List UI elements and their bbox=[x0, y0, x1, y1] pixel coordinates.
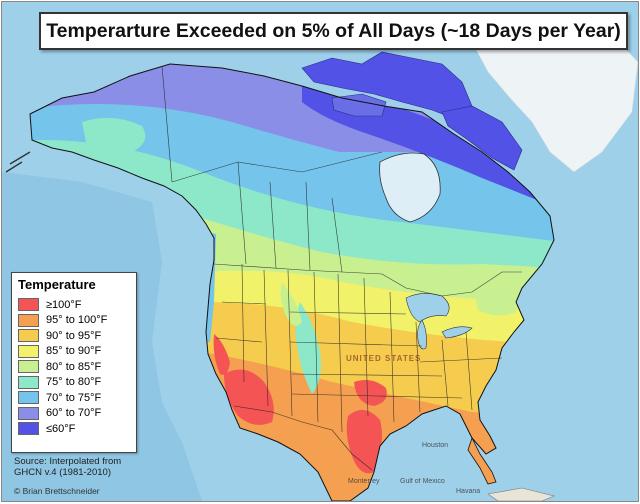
legend-label: 80° to 85°F bbox=[46, 360, 102, 373]
legend-item: 75° to 80°F bbox=[18, 375, 107, 391]
baffin-island bbox=[441, 105, 523, 171]
us-states-central bbox=[289, 273, 463, 433]
map-title: Temperarture Exceeded on 5% of All Days … bbox=[39, 12, 628, 50]
legend-swatch bbox=[18, 406, 39, 420]
legend-swatch bbox=[18, 391, 39, 405]
lake-erie bbox=[441, 326, 473, 339]
boundaries bbox=[161, 65, 522, 471]
legend: Temperature ≥100°F 95° to 100°F 90° to 95°… bbox=[11, 272, 137, 453]
hot-california bbox=[213, 334, 230, 375]
legend-item: 95° to 100°F bbox=[18, 313, 107, 329]
place-label-havana: Havana bbox=[456, 488, 481, 495]
florida bbox=[467, 436, 497, 485]
country-label-usa: UNITED STATES bbox=[346, 354, 422, 363]
legend-swatch bbox=[18, 329, 39, 343]
rockies-cool bbox=[295, 302, 321, 394]
us-mexico-border bbox=[233, 405, 373, 471]
legend-label: ≤60°F bbox=[46, 422, 76, 435]
legend-label: 85° to 90°F bbox=[46, 345, 102, 358]
rockies-cool-2 bbox=[280, 282, 302, 326]
canada-provinces bbox=[171, 151, 383, 273]
legend-swatch bbox=[18, 375, 39, 389]
source-line-2: GHCN v.4 (1981-2010) bbox=[14, 467, 111, 478]
lake-michigan bbox=[417, 319, 427, 350]
legend-item: 80° to 85°F bbox=[18, 359, 107, 375]
legend-swatch bbox=[18, 344, 39, 358]
legend-item: 60° to 70°F bbox=[18, 406, 107, 422]
alaska-interior bbox=[82, 117, 146, 152]
credit: © Brian Brettschneider bbox=[14, 486, 100, 496]
hot-southwest bbox=[224, 369, 274, 425]
legend-label: 60° to 70°F bbox=[46, 407, 102, 420]
legend-swatch bbox=[18, 360, 39, 374]
us-states-east bbox=[389, 291, 503, 423]
coastline bbox=[29, 63, 555, 501]
northeast-mild bbox=[472, 278, 522, 316]
legend-item: 70° to 75°F bbox=[18, 390, 107, 406]
legend-item: ≤60°F bbox=[18, 421, 107, 437]
legend-label: 90° to 95°F bbox=[46, 329, 102, 342]
legend-swatch bbox=[18, 298, 39, 312]
source-note: Source: Interpolated from GHCN v.4 (1981… bbox=[14, 456, 144, 478]
legend-label: 95° to 100°F bbox=[46, 314, 108, 327]
place-label-houston: Houston bbox=[422, 442, 449, 449]
legend-items: ≥100°F 95° to 100°F 90° to 95°F 85° to 90°F… bbox=[18, 297, 107, 437]
alaska-border bbox=[161, 65, 173, 183]
legend-swatch bbox=[18, 422, 39, 436]
legend-label: 70° to 75°F bbox=[46, 391, 102, 404]
hudson-bay bbox=[379, 152, 441, 223]
place-label-monterrey: Monterrey bbox=[348, 478, 380, 485]
legend-title: Temperature bbox=[18, 277, 96, 292]
us-states-west bbox=[215, 263, 319, 423]
us-canada-border bbox=[213, 263, 522, 297]
cuba bbox=[487, 487, 555, 501]
hot-texas bbox=[346, 409, 382, 474]
aleutian-islands bbox=[5, 151, 31, 173]
victoria-island bbox=[331, 93, 387, 117]
legend-item: ≥100°F bbox=[18, 297, 107, 313]
legend-label: ≥100°F bbox=[46, 298, 82, 311]
legend-item: 85° to 90°F bbox=[18, 344, 107, 360]
legend-item: 90° to 95°F bbox=[18, 328, 107, 344]
hot-oklahoma bbox=[354, 380, 387, 406]
place-label-gulf-of-mexico: Gulf of Mexico bbox=[400, 478, 445, 485]
legend-label: 75° to 80°F bbox=[46, 376, 102, 389]
legend-swatch bbox=[18, 313, 39, 327]
source-line-1: Source: Interpolated from bbox=[14, 456, 122, 467]
